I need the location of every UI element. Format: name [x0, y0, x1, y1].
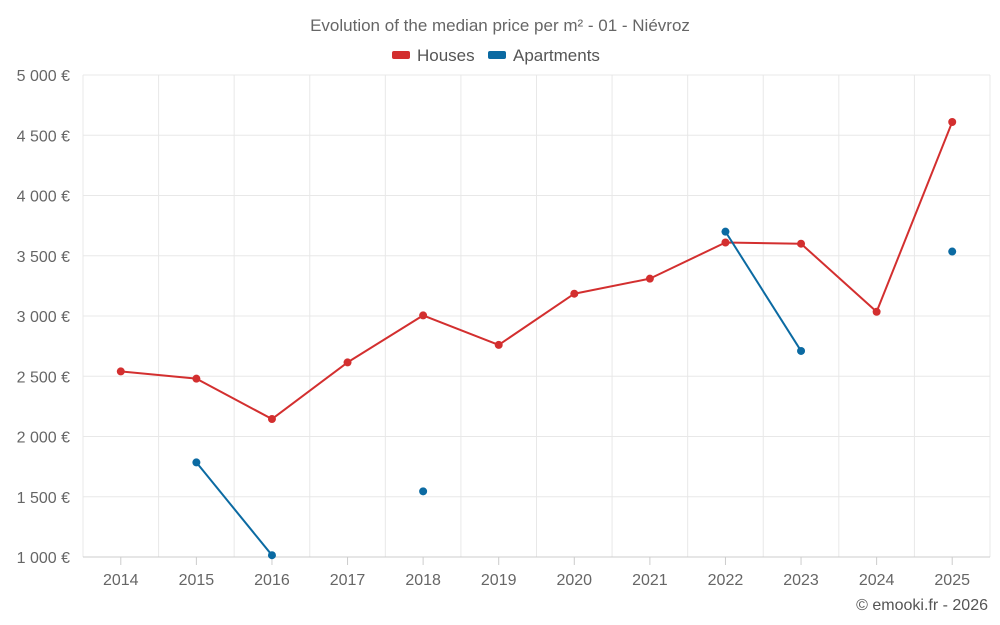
houses-legend-label[interactable]: Houses — [417, 46, 475, 65]
x-tick-label: 2017 — [330, 572, 366, 589]
houses-point-2024[interactable] — [872, 307, 881, 316]
houses-point-2015[interactable] — [192, 374, 201, 383]
apartments-series-line — [724, 231, 802, 352]
x-tick-label: 2019 — [481, 572, 517, 589]
y-tick-label: 3 500 € — [17, 249, 70, 266]
series-layer — [116, 117, 957, 560]
y-tick-label: 1 500 € — [17, 490, 70, 507]
apartments-point-2025[interactable] — [948, 247, 957, 256]
houses-point-2022[interactable] — [721, 238, 730, 247]
apartments-point-2016[interactable] — [267, 551, 276, 560]
houses-point-2017[interactable] — [343, 358, 352, 367]
y-tick-label: 2 000 € — [17, 430, 70, 447]
x-tick-label: 2018 — [405, 572, 441, 589]
houses-point-2021[interactable] — [645, 274, 654, 283]
x-tick-label: 2024 — [859, 572, 895, 589]
y-tick-label: 2 500 € — [17, 369, 70, 386]
x-tick-label: 2016 — [254, 572, 290, 589]
apartments-point-2018[interactable] — [419, 487, 428, 496]
x-tick-label: 2025 — [934, 572, 970, 589]
chart-title: Evolution of the median price per m² - 0… — [310, 16, 690, 35]
houses-legend-swatch — [392, 51, 410, 59]
houses-point-2020[interactable] — [570, 289, 579, 298]
apartments-legend-label[interactable]: Apartments — [513, 46, 600, 65]
y-tick-label: 4 000 € — [17, 189, 70, 206]
houses-point-2014[interactable] — [116, 367, 125, 376]
houses-point-2023[interactable] — [797, 239, 806, 248]
apartments-point-2023[interactable] — [797, 346, 806, 355]
x-tick-label: 2021 — [632, 572, 668, 589]
apartments-point-2022[interactable] — [721, 227, 730, 236]
x-tick-label: 2023 — [783, 572, 819, 589]
x-tick-label: 2014 — [103, 572, 139, 589]
x-axis: 2014 2015 2016 2017 2018 2019 2020 2021 2022 2023… — [83, 556, 990, 589]
apartments-legend-swatch — [488, 51, 506, 59]
gridlines — [82, 74, 991, 557]
houses-point-2019[interactable] — [494, 340, 503, 349]
y-axis: 1 000 € 1 500 € 2 000 € 2 500 € 3 000 € 3 500… — [17, 68, 70, 567]
y-tick-label: 4 500 € — [17, 128, 70, 145]
houses-point-2016[interactable] — [267, 415, 276, 424]
houses-point-2025[interactable] — [948, 117, 957, 126]
y-tick-label: 1 000 € — [17, 550, 70, 567]
apartments-series-line — [195, 461, 273, 556]
y-tick-label: 5 000 € — [17, 68, 70, 85]
houses-series-line — [120, 121, 954, 421]
apartments-point-2015[interactable] — [192, 458, 201, 467]
legend: Houses Apartments — [392, 46, 600, 65]
y-tick-label: 3 000 € — [17, 309, 70, 326]
x-tick-label: 2022 — [708, 572, 744, 589]
x-tick-label: 2020 — [556, 572, 592, 589]
houses-point-2018[interactable] — [419, 311, 428, 320]
credit-text: © emooki.fr - 2026 — [856, 597, 988, 614]
x-tick-label: 2015 — [179, 572, 215, 589]
